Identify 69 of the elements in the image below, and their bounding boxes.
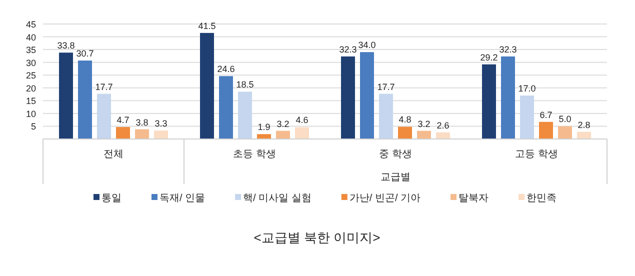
bar	[341, 56, 355, 139]
data-label: 41.5	[198, 20, 216, 31]
bar	[78, 60, 92, 139]
data-label: 5.0	[558, 114, 572, 124]
x-tick-label: 초등 학생	[233, 149, 276, 160]
data-label: 17.7	[377, 82, 395, 92]
data-label: 3.2	[418, 118, 430, 129]
data-label: 17.7	[95, 82, 113, 92]
x-tick-label: 전체	[104, 149, 124, 160]
legend-label: 탈북자	[458, 193, 489, 204]
y-tick-label: 45	[26, 20, 36, 30]
bar	[501, 56, 515, 139]
data-label: 33.8	[57, 40, 75, 51]
bar	[135, 129, 149, 139]
legend-label: 통일	[101, 193, 122, 204]
x-axis-title: 교급별	[380, 172, 410, 183]
y-tick-label: 30	[26, 58, 36, 68]
data-label: 18.5	[236, 80, 254, 90]
bar	[238, 92, 252, 139]
y-tick-label: 40	[26, 32, 36, 42]
data-label: 4.7	[116, 114, 130, 125]
bar	[379, 94, 393, 139]
y-tick-label: 15	[26, 96, 36, 106]
bar	[558, 126, 572, 139]
bar	[295, 127, 309, 139]
data-label: 4.6	[296, 115, 308, 126]
x-tick-label: 중 학생	[379, 149, 412, 160]
text: <교급별 북한 이미지>	[254, 230, 380, 245]
data-label: 4.8	[398, 114, 412, 125]
bar	[360, 52, 374, 139]
bar	[417, 130, 431, 139]
data-label: 3.8	[136, 117, 148, 128]
bar	[436, 132, 450, 139]
y-tick-label: 35	[26, 45, 36, 56]
bar	[577, 132, 591, 139]
data-label: 30.7	[76, 48, 94, 59]
bar	[276, 130, 290, 139]
bar	[539, 122, 553, 139]
data-label: 3.3	[154, 118, 168, 129]
data-label: 3.2	[276, 118, 290, 129]
bar	[482, 64, 496, 139]
data-label: 6.7	[540, 110, 552, 120]
legend-label: 한민족	[526, 193, 557, 204]
legend-label: 가난/ 빈곤/ 기아	[349, 193, 421, 204]
bar	[219, 76, 233, 139]
bar	[200, 32, 214, 139]
bar	[520, 96, 534, 139]
y-tick-label: 10	[26, 108, 36, 119]
data-label: 1.9	[258, 122, 270, 132]
legend-label: 핵/ 미사일 실험	[243, 193, 312, 204]
data-label: 34.0	[358, 40, 376, 50]
y-tick-label: 5	[30, 122, 36, 132]
bar	[154, 130, 168, 139]
bar	[116, 126, 130, 139]
data-label: 29.2	[480, 52, 498, 62]
data-label: 32.3	[499, 44, 517, 54]
bar	[398, 126, 412, 139]
x-tick-label: 고등 학생	[515, 149, 558, 160]
data-label: 32.3	[339, 44, 357, 54]
y-tick-label: 20	[26, 83, 36, 94]
data-label: 24.6	[217, 64, 235, 74]
data-label: 2.6	[436, 120, 450, 130]
legend-label: 독재/ 인물	[159, 193, 206, 204]
bar	[59, 52, 73, 139]
bar	[257, 134, 271, 139]
y-tick-label: 25	[26, 70, 36, 81]
data-label: 17.0	[518, 84, 536, 94]
bar	[97, 94, 111, 139]
data-label: 2.8	[578, 120, 590, 130]
